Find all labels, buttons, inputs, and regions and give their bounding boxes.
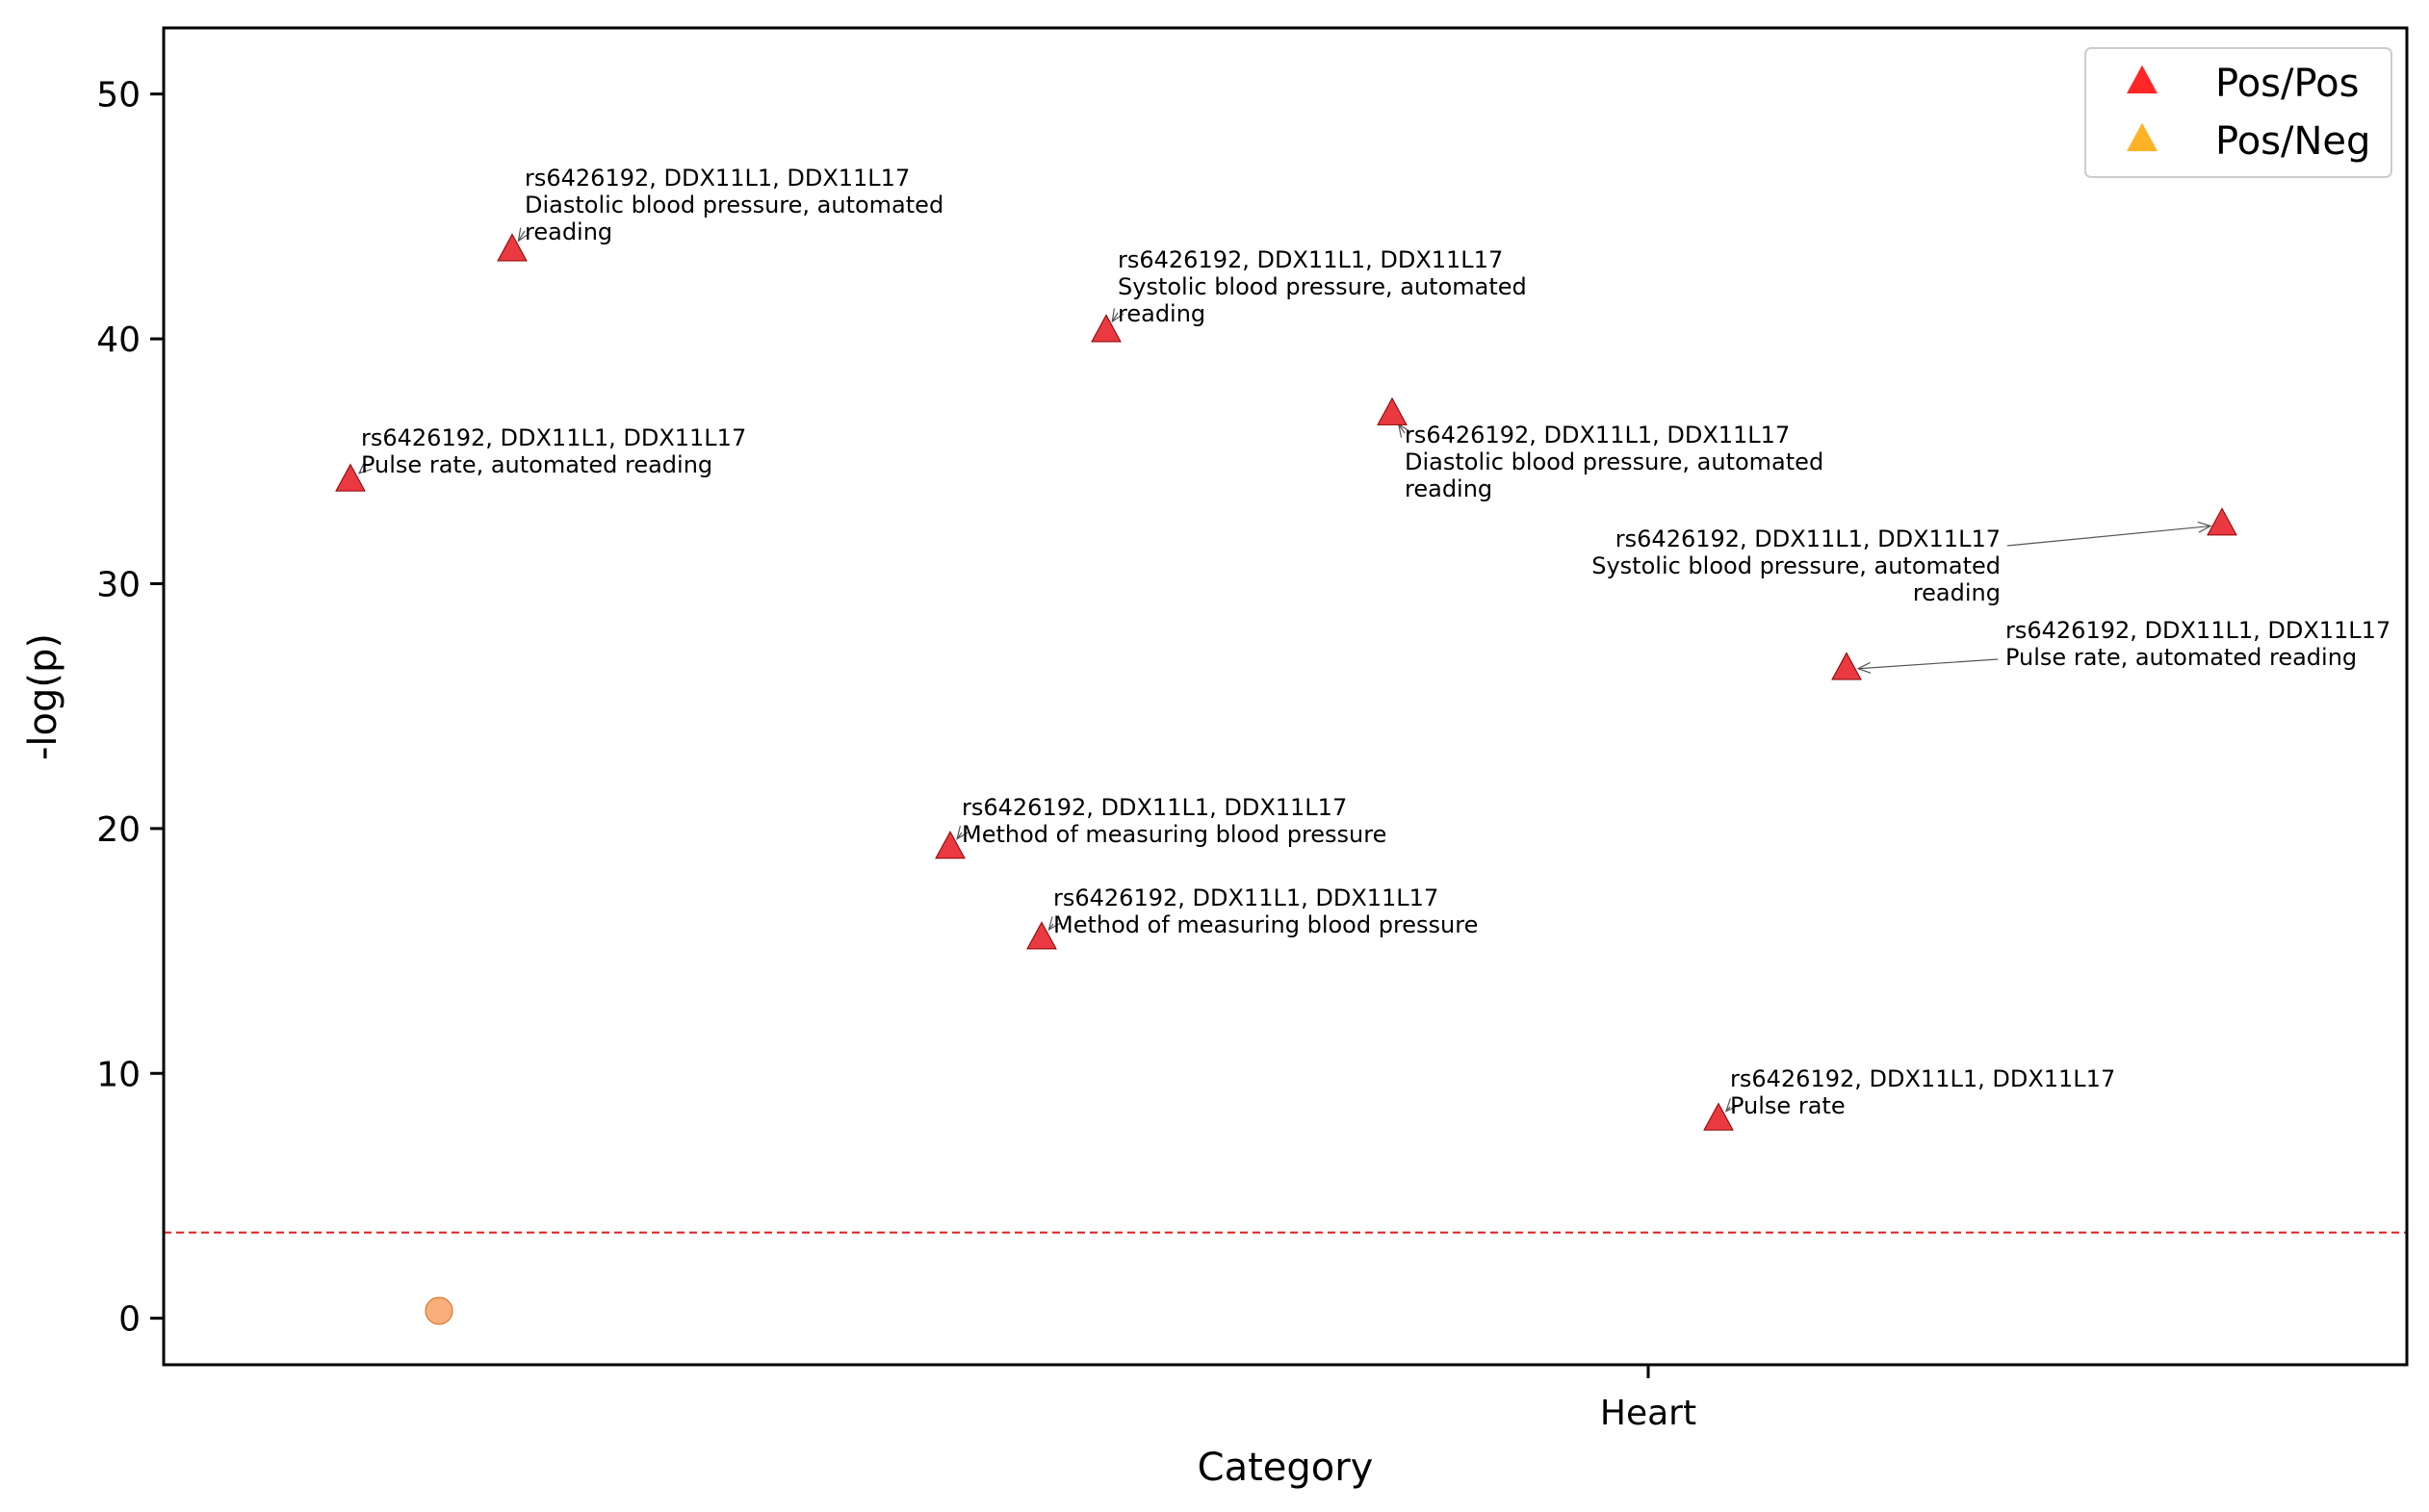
annotation-arrow (1398, 423, 1406, 434)
annotation-labels: rs6426192, DDX11L1, DDX11L17 Diastolic bl… (361, 165, 2390, 1119)
annotation-arrowhead (1724, 1098, 1739, 1113)
point-annotation-line: Method of measuring blood pressure (962, 821, 1386, 848)
annotation-arrow (517, 230, 526, 242)
point-annotation-line: reading (1405, 475, 1492, 502)
legend-label-pos-pos: Pos/Pos (2215, 62, 2360, 106)
data-point-triangle (2207, 507, 2237, 536)
legend: Pos/Pos Pos/Neg (2084, 47, 2392, 178)
point-annotation-line: rs6426192, DDX11L1, DDX11L17 (361, 424, 746, 451)
annotation-arrow (2006, 525, 2211, 547)
data-point-circle (425, 1296, 453, 1325)
point-annotation: rs6426192, DDX11L1, DDX11L17 Method of me… (1053, 884, 1478, 938)
point-annotation: rs6426192, DDX11L1, DDX11L17 Pulse rate (1730, 1065, 2115, 1119)
data-point-triangle (1091, 314, 1122, 343)
legend-marker-pos-pos (2127, 64, 2158, 94)
y-axis-title: -log(p) (21, 633, 65, 760)
y-tick-label: 0 (118, 1300, 141, 1340)
data-point-triangle (1377, 397, 1408, 425)
y-tick-label: 40 (96, 320, 141, 360)
annotation-arrowhead (517, 227, 530, 243)
x-tick-label-heart: Heart (1600, 1394, 1696, 1433)
point-annotation: rs6426192, DDX11L1, DDX11L17 Diastolic bl… (525, 165, 943, 245)
point-annotation-line: Pulse rate, automated reading (361, 451, 712, 478)
point-annotation-line: rs6426192, DDX11L1, DDX11L17 (1118, 246, 1503, 273)
plot-frame (162, 26, 2409, 1367)
point-annotation-line: Systolic blood pressure, automated (1118, 273, 1527, 300)
annotation-arrow (1857, 658, 1999, 670)
annotation-arrowhead (1856, 661, 1872, 674)
point-annotation: rs6426192, DDX11L1, DDX11L17 Diastolic bl… (1405, 422, 1823, 502)
point-annotation-line: Method of measuring blood pressure (1053, 911, 1478, 938)
annotation-arrows (357, 227, 2212, 1113)
point-annotation-line: Diastolic blood pressure, automated (1405, 448, 1823, 475)
legend-marker-pos-neg (2127, 122, 2158, 152)
annotation-arrow (1111, 312, 1119, 322)
annotation-arrowhead (1111, 308, 1124, 323)
point-annotation-line: rs6426192, DDX11L1, DDX11L17 (1615, 525, 2001, 552)
annotation-arrowhead (1047, 916, 1061, 932)
point-annotation-line: rs6426192, DDX11L1, DDX11L17 (1053, 884, 1438, 911)
data-point-triangle (497, 233, 528, 262)
annotation-arrowhead (956, 825, 969, 840)
legend-label-pos-neg: Pos/Neg (2215, 119, 2370, 164)
point-annotation-line: rs6426192, DDX11L1, DDX11L17 (962, 794, 1347, 821)
data-point-triangle (1703, 1102, 1734, 1131)
point-annotation-line: rs6426192, DDX11L1, DDX11L17 (525, 165, 910, 192)
y-axis: 0 10 20 30 40 50 (96, 76, 164, 1340)
x-axis-title: Category (1198, 1446, 1374, 1490)
point-annotation-line: rs6426192, DDX11L1, DDX11L17 (1405, 422, 1790, 448)
point-annotation-line: Pulse rate (1730, 1092, 1846, 1119)
point-annotation-line: Diastolic blood pressure, automated (525, 192, 943, 218)
data-point-triangle (335, 463, 366, 492)
data-point-triangle (935, 831, 966, 859)
y-tick-label: 50 (96, 76, 141, 115)
point-annotation-line: reading (1118, 300, 1205, 327)
data-points (335, 233, 2237, 1325)
annotation-arrowhead (2197, 521, 2212, 533)
annotation-arrowhead (357, 460, 373, 474)
y-tick-label: 30 (96, 565, 141, 604)
point-annotation-line: reading (1913, 579, 2001, 606)
point-annotation: rs6426192, DDX11L1, DDX11L17 Pulse rate, … (2005, 617, 2390, 671)
y-tick-label: 20 (96, 810, 141, 850)
point-annotation-line: rs6426192, DDX11L1, DDX11L17 (2005, 617, 2390, 644)
legend-box (2084, 47, 2392, 178)
point-annotation: rs6426192, DDX11L1, DDX11L17 Systolic blo… (1591, 525, 2001, 606)
y-tick-label: 10 (96, 1055, 141, 1094)
point-annotation-line: rs6426192, DDX11L1, DDX11L17 (1730, 1065, 2115, 1092)
point-annotation: rs6426192, DDX11L1, DDX11L17 Systolic blo… (1118, 246, 1527, 327)
point-annotation-line: Systolic blood pressure, automated (1591, 552, 2001, 579)
data-point-triangle (1831, 652, 1862, 680)
point-annotation-line: Pulse rate, automated reading (2005, 644, 2357, 671)
point-annotation: rs6426192, DDX11L1, DDX11L17 Method of me… (962, 794, 1386, 848)
data-point-triangle (1026, 921, 1057, 950)
x-axis: Heart (1600, 1365, 1696, 1433)
point-annotation-line: reading (525, 218, 612, 245)
point-annotation: rs6426192, DDX11L1, DDX11L17 Pulse rate, … (361, 424, 746, 478)
